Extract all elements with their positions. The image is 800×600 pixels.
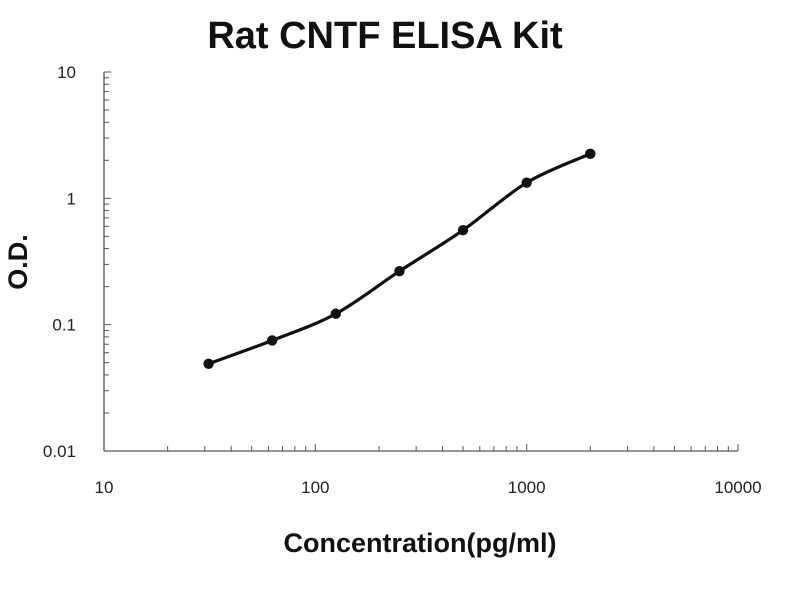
- x-tick-label: 1000: [508, 478, 546, 497]
- data-point: [457, 224, 469, 236]
- x-tick-label: 100: [301, 478, 329, 497]
- y-tick-label: 10: [57, 63, 76, 82]
- tick-marks: [103, 71, 739, 452]
- y-axis-label: O.D.: [3, 234, 33, 290]
- y-tick-label: 1: [67, 189, 76, 208]
- x-axis-label: Concentration(pg/ml): [284, 528, 557, 558]
- data-point: [330, 308, 342, 319]
- data-point: [394, 265, 405, 277]
- y-tick-label: 0.01: [43, 442, 76, 461]
- chart-title: Rat CNTF ELISA Kit: [207, 15, 563, 57]
- data-point: [585, 148, 596, 160]
- x-tick-label: 10: [95, 478, 114, 497]
- fitted-curve: [206, 152, 592, 366]
- data-points: [203, 148, 596, 370]
- y-tick-label: 0.1: [52, 316, 76, 335]
- x-tick-label: 10000: [714, 478, 761, 497]
- data-point: [266, 335, 278, 346]
- data-point: [521, 177, 532, 188]
- standard-curve-line: [206, 152, 592, 366]
- axes: [103, 72, 738, 452]
- tick-labels: 10 100 1000 10000 0.01 0.1 1 10: [43, 63, 762, 497]
- data-point: [203, 358, 214, 370]
